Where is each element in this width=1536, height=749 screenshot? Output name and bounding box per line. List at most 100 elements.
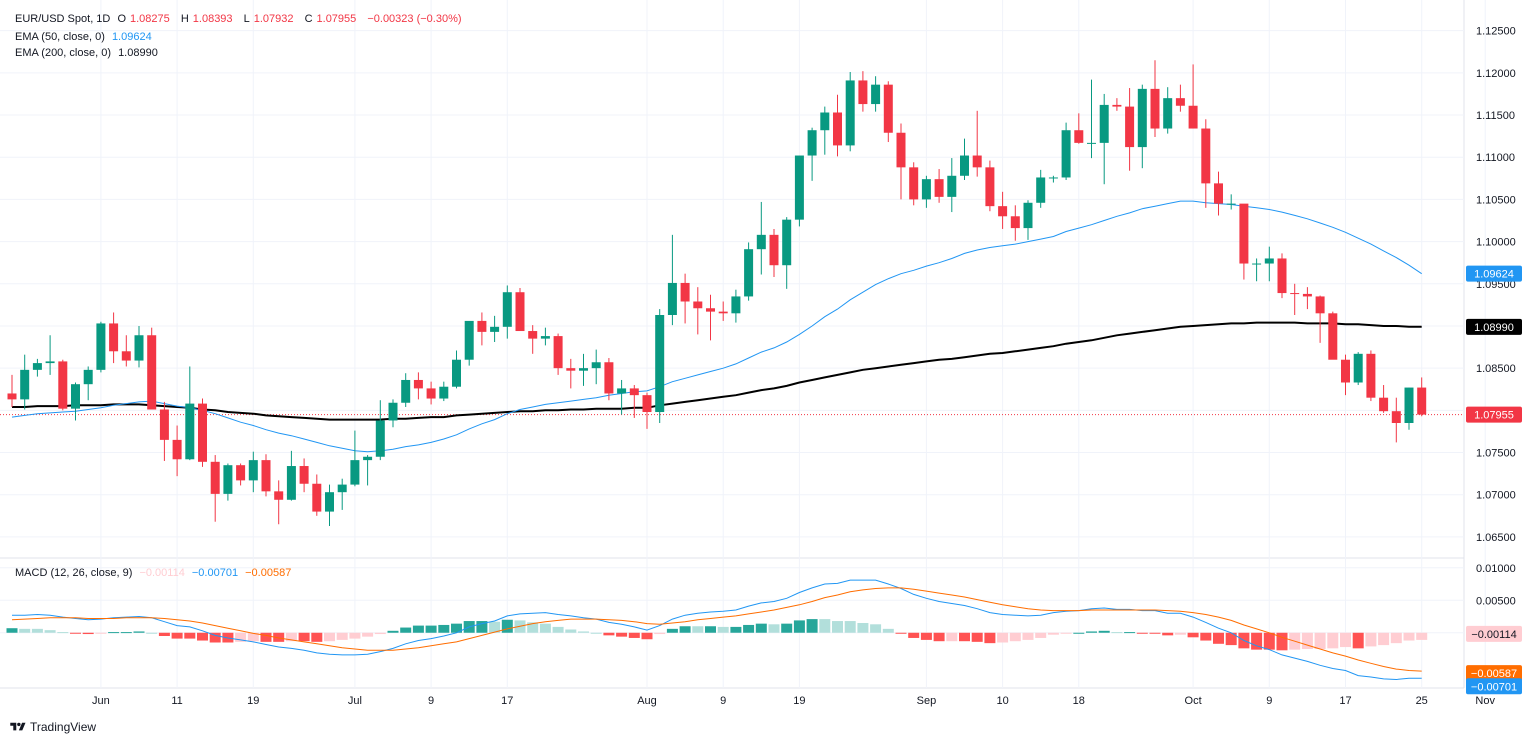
candle-body xyxy=(388,402,398,421)
candle-body xyxy=(642,395,652,413)
candle-body xyxy=(210,461,220,494)
candle xyxy=(845,72,855,152)
candle-body xyxy=(58,361,68,409)
axis-layer: 1.065001.070001.075001.080001.085001.090… xyxy=(92,26,1522,707)
last-price-badge: 1.07955 xyxy=(1466,406,1522,423)
candle xyxy=(426,381,436,405)
candle xyxy=(502,285,512,339)
macd-histogram-bar xyxy=(95,632,107,634)
macd-histogram-bar xyxy=(1263,632,1275,650)
candle-body xyxy=(71,384,80,409)
candle xyxy=(312,474,322,516)
time-tick-label: Oct xyxy=(1185,695,1202,707)
candle xyxy=(325,484,334,526)
macd-signal-badge-bg xyxy=(1466,665,1522,682)
legend-price: EUR/USD Spot, 1D O 1.08275 H 1.08393 L 1.07… xyxy=(15,12,466,26)
time-tick-label: 18 xyxy=(1073,695,1085,707)
candle-body xyxy=(1010,216,1020,229)
candle-body xyxy=(553,336,563,369)
candle xyxy=(921,175,931,208)
candle-body xyxy=(540,336,550,339)
candle xyxy=(896,123,906,200)
candle xyxy=(1328,311,1338,360)
macd-histogram-bar xyxy=(755,623,767,633)
candle xyxy=(147,327,157,410)
candle xyxy=(363,455,373,486)
macd-histogram-bar xyxy=(1098,630,1110,633)
candle xyxy=(794,155,804,227)
macd-histogram-bar xyxy=(781,623,793,633)
candle xyxy=(1099,93,1109,185)
candle xyxy=(1353,352,1363,386)
macd-histogram-bar xyxy=(1035,632,1047,638)
candle-body xyxy=(934,179,944,197)
candle xyxy=(109,312,119,364)
macd-histogram-bar xyxy=(387,630,399,633)
price-tick-label: 1.11000 xyxy=(1476,152,1515,164)
candle-body xyxy=(1404,387,1414,423)
legend-high-label: H xyxy=(180,13,189,25)
legend-ema200-value: 1.08990 xyxy=(118,47,158,59)
candle xyxy=(375,400,385,461)
macd-histogram-bar xyxy=(260,632,272,642)
candle-body xyxy=(248,460,258,481)
macd-histogram-bar xyxy=(285,632,297,642)
candle xyxy=(172,425,182,477)
candle xyxy=(350,430,360,487)
legend-open: O 1.08275 xyxy=(117,13,173,25)
macd-histogram-bar xyxy=(171,632,183,639)
tradingview-brand[interactable]: TradingView xyxy=(10,720,96,734)
time-tick-label: 9 xyxy=(720,695,726,707)
macd-histogram-bar xyxy=(793,620,805,633)
candle-body xyxy=(756,234,766,250)
macd-histogram-bar xyxy=(489,621,501,633)
candle-body xyxy=(401,379,411,403)
macd-histogram-bar xyxy=(882,628,894,633)
candle-body xyxy=(718,311,728,314)
macd-histogram-bar xyxy=(920,632,932,640)
candle-body xyxy=(833,112,842,146)
candle xyxy=(553,333,563,375)
candle-body xyxy=(858,80,868,105)
candle-body xyxy=(1087,142,1096,144)
candle xyxy=(1290,283,1300,315)
candle-body xyxy=(223,465,233,494)
candle xyxy=(388,399,398,428)
candle xyxy=(134,325,144,368)
candle-body xyxy=(617,388,627,394)
macd-histogram-bar xyxy=(82,632,94,635)
candle-body xyxy=(1264,258,1274,264)
candle xyxy=(1302,287,1312,310)
candle xyxy=(1341,354,1350,396)
candle-body xyxy=(363,456,373,461)
macd-line-badge: −0.00701 xyxy=(1466,678,1522,695)
legend-macd-line-value: −0.00701 xyxy=(191,567,239,579)
candle-body xyxy=(134,335,144,361)
tradingview-logo-icon xyxy=(10,722,26,731)
candle xyxy=(198,398,207,467)
candle-body xyxy=(109,323,119,352)
candle xyxy=(1239,203,1249,280)
tradingview-brand-name: TradingView xyxy=(30,720,97,734)
macd-hist-badge-text: −0.00114 xyxy=(1471,629,1516,641)
candle xyxy=(1226,194,1236,210)
candle xyxy=(947,158,957,213)
candle-body xyxy=(515,292,525,332)
candle-body xyxy=(147,335,157,410)
macd-histogram-bar xyxy=(1301,632,1313,649)
time-tick-label: 19 xyxy=(247,695,259,707)
legend-ema50-value: 1.09624 xyxy=(111,31,152,43)
macd-histogram-bar xyxy=(832,621,843,633)
macd-histogram-bar xyxy=(768,624,780,633)
candle-body xyxy=(1252,263,1262,265)
macd-histogram-bar xyxy=(679,626,691,633)
candle xyxy=(883,81,893,143)
macd-histogram-bar xyxy=(1403,632,1415,641)
candle xyxy=(299,458,309,493)
candle-body xyxy=(883,84,893,133)
candle xyxy=(1061,122,1071,180)
macd-histogram-bar xyxy=(1390,632,1402,644)
candle xyxy=(858,71,868,112)
macd-histogram-bar xyxy=(362,632,374,637)
